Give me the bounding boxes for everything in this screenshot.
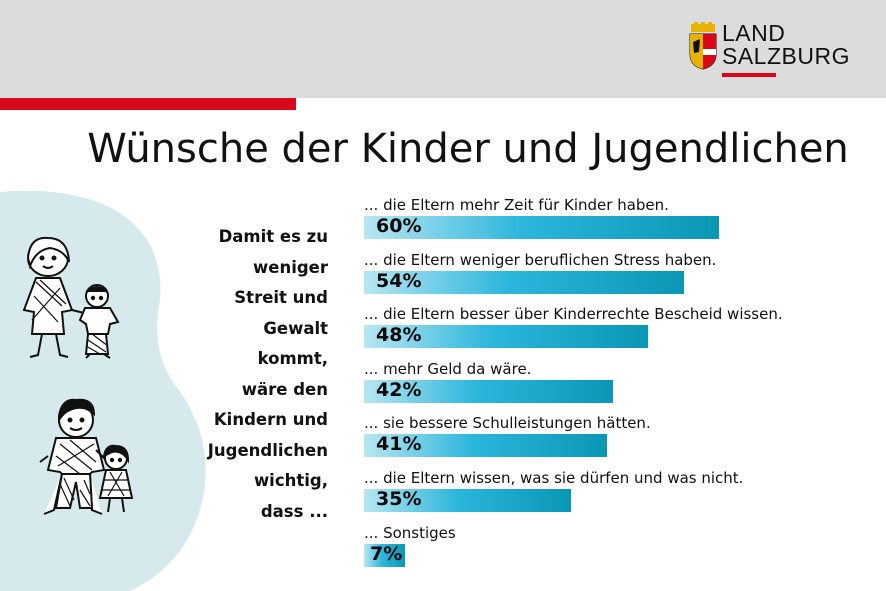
bar (364, 434, 607, 458)
question-line: Streit und (234, 288, 328, 307)
chart-row: ... die Eltern besser über Kinderrechte … (364, 305, 884, 359)
bar (364, 489, 572, 512)
bar (364, 543, 406, 567)
category-label: ... sie bessere Schulleistungen hätten. (364, 414, 651, 433)
bar (364, 270, 684, 294)
land-salzburg-coat-of-arms-icon (689, 22, 717, 70)
chart-row: ... die Eltern mehr Zeit für Kinder habe… (364, 196, 884, 250)
value-label: 48% (376, 324, 422, 347)
question-line: wäre den (241, 379, 328, 399)
category-label: ... mehr Geld da wäre. (364, 359, 532, 378)
logo-line-2: SALZBURG (722, 43, 850, 69)
land-salzburg-logo: LAND SALZBURG (688, 20, 850, 78)
chart-row: ... die Eltern wissen, was sie dürfen un… (364, 469, 884, 523)
question-line: Jugendlichen (207, 440, 328, 460)
question-line: Kindern und (213, 410, 328, 429)
value-label: 7% (370, 542, 403, 565)
question-line: Damit es zu (218, 227, 328, 246)
bar (364, 379, 613, 403)
chart-row: ... Sonstiges 7% (364, 524, 884, 578)
value-label: 42% (376, 378, 422, 401)
chart-row: ... sie bessere Schulleistungen hätten. 4… (364, 414, 884, 468)
value-label: 35% (376, 488, 422, 510)
question-line: weniger (253, 257, 328, 277)
logo-underline (722, 73, 776, 77)
question-line: Gewalt (263, 318, 328, 338)
page-title: Wünsche der Kinder und Jugendlichen (87, 126, 849, 172)
bar (364, 325, 649, 349)
chart-row: ... mehr Geld da wäre. 42% (364, 360, 884, 414)
bar (364, 216, 720, 239)
question-line: kommt, (257, 349, 328, 368)
question-line: dass ... (260, 501, 328, 521)
category-label: ... die Eltern besser über Kinderrechte … (364, 305, 783, 324)
category-label: ... die Eltern wissen, was sie dürfen un… (364, 469, 744, 487)
mother-and-child-icon (22, 236, 120, 359)
value-label: 41% (376, 433, 422, 456)
logo-line-1: LAND (722, 20, 786, 46)
category-label: ... Sonstiges (364, 523, 456, 542)
accent-red-bar (0, 98, 296, 110)
chart-row: ... die Eltern weniger beruflichen Stres… (364, 251, 884, 305)
question-line: wichtig, (253, 471, 328, 490)
value-label: 54% (376, 269, 422, 292)
category-label: ... die Eltern weniger beruflichen Stres… (364, 250, 717, 269)
chart-question: Damit es zu weniger Streit und Gewalt ko… (190, 222, 328, 527)
father-and-daughter-icon (39, 398, 134, 515)
value-label: 60% (376, 215, 422, 237)
category-label: ... die Eltern mehr Zeit für Kinder habe… (364, 196, 669, 214)
header-band (0, 0, 886, 98)
